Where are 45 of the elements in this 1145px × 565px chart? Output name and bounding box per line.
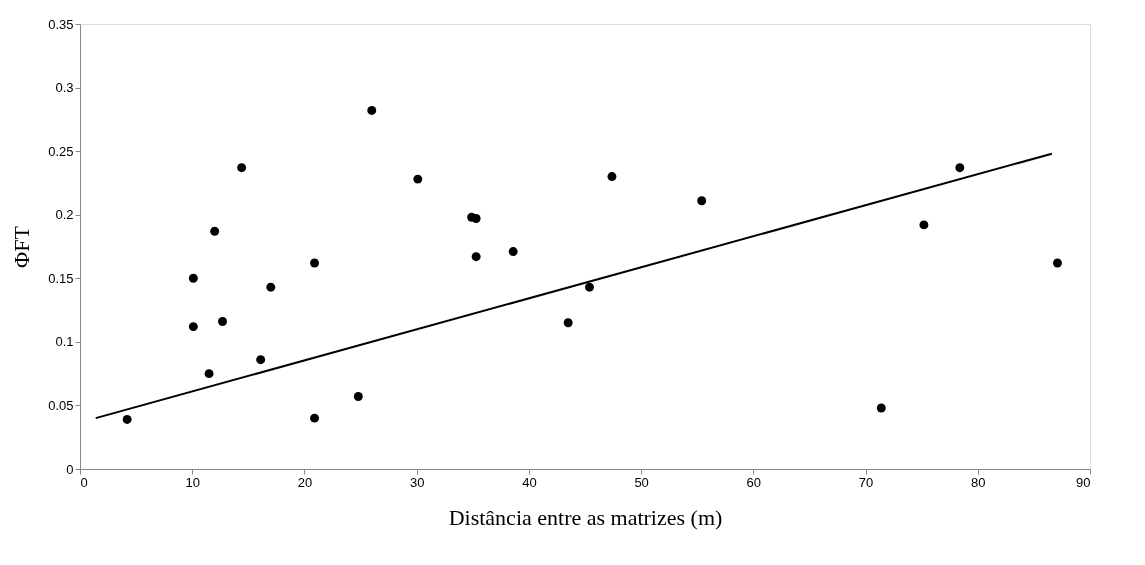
- point: [367, 105, 377, 115]
- y-tick-label: 0: [66, 461, 74, 477]
- point: [585, 282, 594, 292]
- x-tick-label: 80: [971, 474, 986, 490]
- y-axis-title: ΦFT: [9, 225, 35, 268]
- y-tick-label: 0.2: [55, 207, 74, 223]
- point: [471, 214, 481, 223]
- x-tick-label: 30: [409, 474, 425, 490]
- point: [1052, 258, 1062, 268]
- x-tick-label: 20: [297, 474, 313, 490]
- point: [353, 392, 363, 401]
- point: [310, 258, 320, 268]
- point: [876, 403, 886, 413]
- point: [256, 355, 266, 365]
- point: [508, 247, 518, 257]
- y-tick-label: 0.1: [55, 334, 74, 350]
- point: [955, 163, 965, 173]
- point: [471, 252, 481, 262]
- point: [266, 282, 276, 292]
- point: [122, 414, 132, 424]
- x-tick-label: 50: [634, 474, 649, 490]
- x-tick-label: 70: [858, 474, 874, 490]
- x-tick-label: 90: [1076, 474, 1091, 490]
- y-tick-label: 0.15: [48, 270, 74, 286]
- point: [607, 172, 617, 182]
- point: [310, 413, 320, 423]
- x-tick-label: 10: [185, 474, 200, 490]
- y-tick-label: 0.3: [55, 80, 74, 96]
- x-tick-label: 40: [522, 474, 537, 490]
- point: [210, 226, 220, 236]
- x-tick-label: 60: [746, 474, 762, 490]
- point: [237, 163, 247, 173]
- x-tick-label: 0: [80, 474, 88, 490]
- point: [563, 318, 573, 328]
- point: [204, 369, 214, 379]
- y-tick-label: 0.25: [48, 143, 74, 159]
- point: [188, 273, 198, 283]
- point: [218, 317, 227, 326]
- point: [919, 220, 929, 230]
- point: [413, 174, 423, 184]
- x-axis-title: Distância entre as matrizes (m): [448, 504, 723, 530]
- y-tick-label: 0.05: [48, 397, 74, 413]
- point: [697, 196, 707, 206]
- y-tick-label: 0.35: [48, 16, 74, 32]
- point: [188, 322, 198, 332]
